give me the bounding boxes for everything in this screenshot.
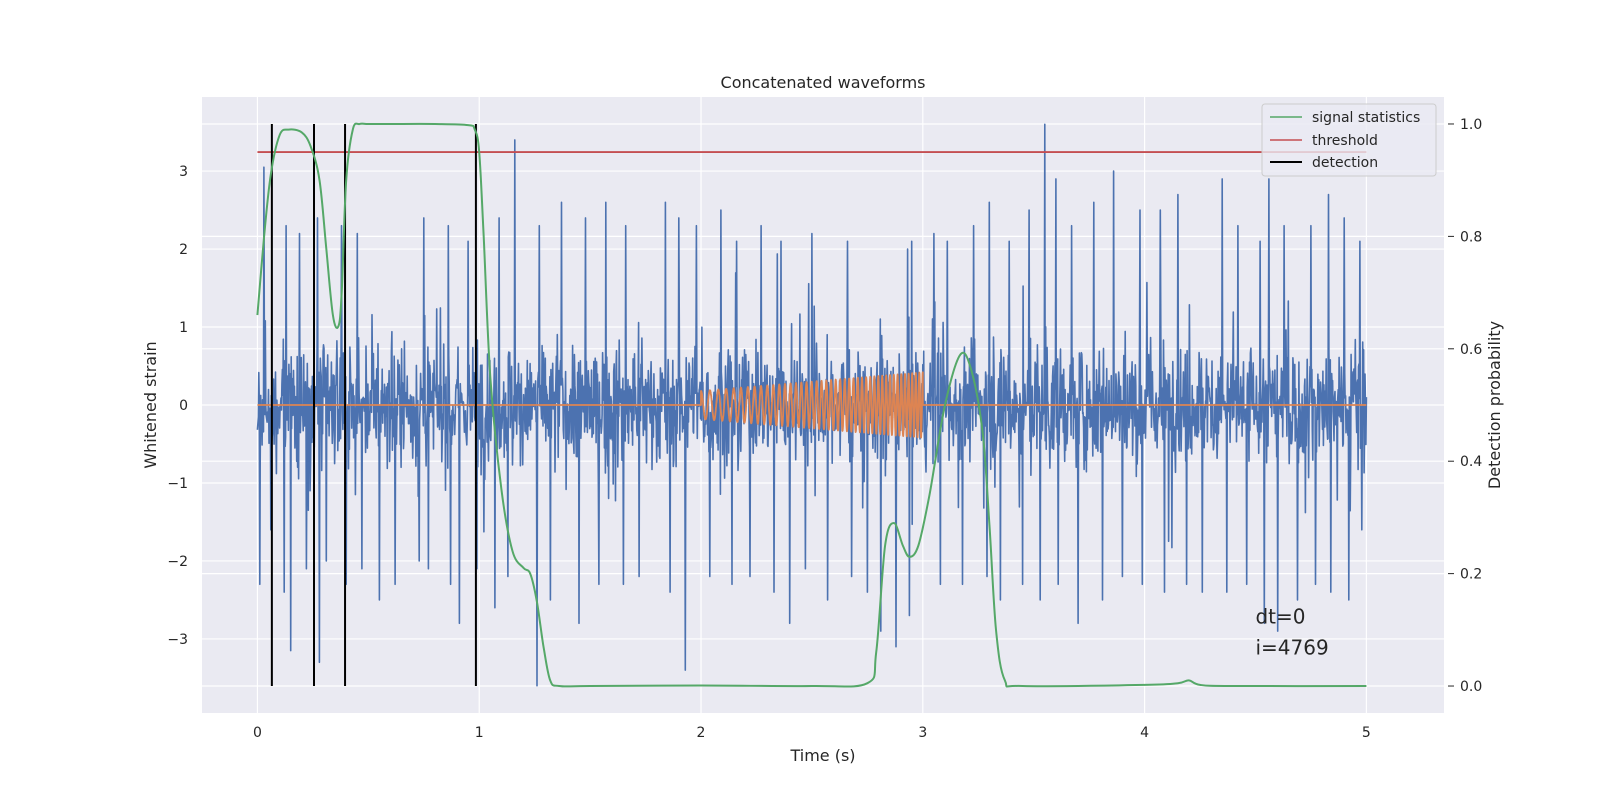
x-axis-label: Time (s)	[789, 746, 855, 765]
annotation-dt: dt=0	[1255, 604, 1305, 628]
y2-tick-label: 0.2	[1460, 567, 1482, 583]
y-tick-label: 2	[179, 242, 188, 258]
annotations: dt=0 i=4769	[1255, 604, 1328, 659]
y2-tick-label: 0.4	[1460, 454, 1482, 470]
legend: signal statistics threshold detection	[1261, 103, 1437, 177]
y-tick-label: −2	[167, 554, 188, 570]
signal-statistics-series	[256, 122, 1367, 688]
y-tick-label: −3	[167, 632, 188, 648]
x-tick-label: 1	[475, 725, 484, 741]
annotation-index: i=4769	[1255, 636, 1328, 660]
x-axis-ticks: 0 1 2 3 4 5	[253, 725, 1371, 741]
y2-tick-label: 0.8	[1460, 229, 1482, 245]
legend-label-statistics: signal statistics	[1312, 110, 1420, 126]
y2-tick-label: 0.6	[1460, 342, 1482, 358]
legend-label-threshold: threshold	[1312, 133, 1378, 149]
y-tick-label: 1	[179, 320, 188, 336]
x-tick-label: 2	[697, 725, 706, 741]
y-axis-ticks: 3 2 1 0 −1 −2 −3	[167, 164, 188, 648]
y-tick-label: 3	[179, 164, 188, 180]
detection-series	[270, 123, 477, 687]
legend-label-detection: detection	[1312, 155, 1378, 171]
y2-axis-ticks: 1.0 0.8 0.6 0.4 0.2 0.0	[1448, 117, 1482, 695]
x-tick-label: 4	[1140, 725, 1149, 741]
y-axis-label: Whitened strain	[141, 341, 160, 468]
x-tick-label: 5	[1362, 725, 1371, 741]
y2-tick-label: 1.0	[1460, 117, 1482, 133]
legend-box	[1261, 103, 1437, 177]
y-tick-label: 0	[179, 398, 188, 414]
y2-axis-label: Detection probability	[1485, 321, 1504, 489]
y-tick-label: −1	[167, 476, 188, 492]
chart-title: Concatenated waveforms	[721, 73, 926, 92]
waveform-series	[257, 371, 1367, 439]
statistics-trace	[256, 122, 1367, 688]
y2-tick-label: 0.0	[1460, 679, 1482, 695]
x-tick-label: 3	[918, 725, 927, 741]
waveform-trace	[257, 371, 1367, 439]
noise-trace	[256, 123, 1368, 687]
noise-series	[256, 123, 1368, 687]
x-tick-label: 0	[253, 725, 262, 741]
